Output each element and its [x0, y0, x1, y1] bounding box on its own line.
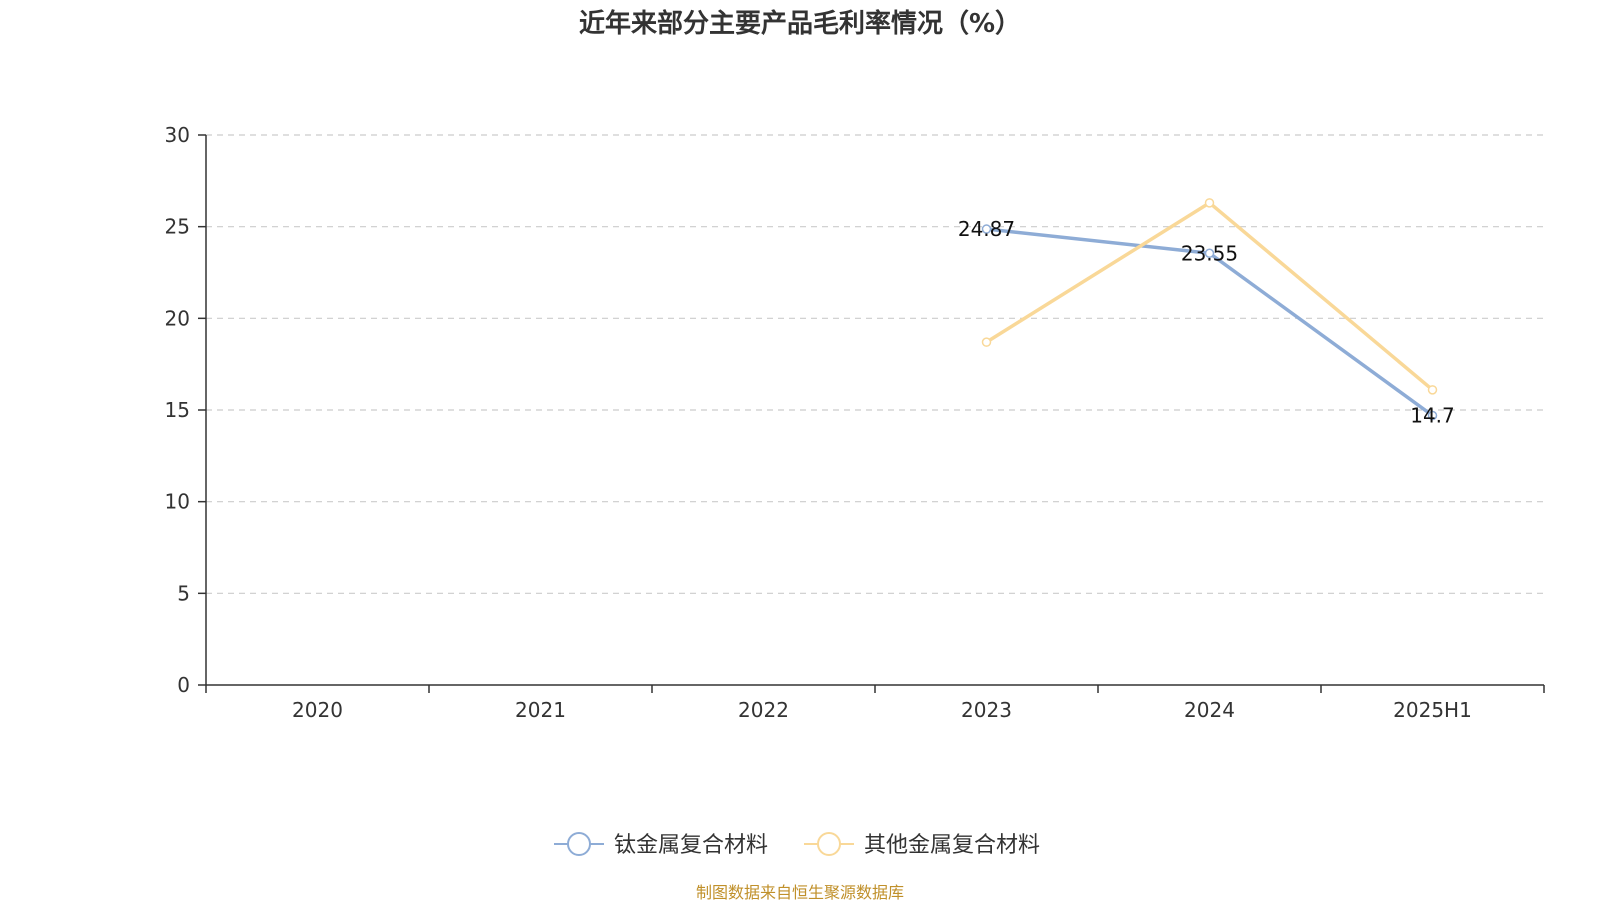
x-tick-label-5: 2025H1	[1393, 698, 1472, 722]
y-tick-label-4: 20	[165, 306, 190, 330]
legend-marker-1	[817, 832, 841, 856]
data-point-s1-4[interactable]	[1204, 198, 1215, 208]
y-tick-label-5: 25	[165, 215, 190, 239]
x-tick-label-0: 2020	[292, 698, 343, 722]
y-tick-label-0: 0	[177, 673, 190, 697]
data-label-s0-4: 23.55	[1181, 241, 1238, 265]
data-point-s0-4[interactable]	[1204, 248, 1215, 258]
legend[interactable]: 钛金属复合材料 其他金属复合材料	[554, 832, 1040, 858]
data-point-s0-3[interactable]	[981, 224, 992, 234]
data-point-s1-3[interactable]	[981, 337, 992, 347]
x-tick-label-3: 2023	[961, 698, 1012, 722]
x-tick-label-4: 2024	[1184, 698, 1235, 722]
y-tick-label-6: 30	[165, 123, 190, 147]
chart-title: 近年来部分主要产品毛利率情况（%）	[579, 8, 1021, 39]
data-label-s0-3: 24.87	[958, 217, 1015, 241]
y-tick-label-2: 10	[165, 490, 190, 514]
y-tick-label-3: 15	[165, 398, 190, 422]
axes: 0 5 10 15 20 25 30 2020 2021 2022 2023 2024 2025H1	[165, 123, 1545, 722]
data-label-s0-5: 14.7	[1410, 404, 1455, 428]
x-tick-label-2: 2022	[738, 698, 789, 722]
legend-item-0[interactable]: 钛金属复合材料	[554, 832, 768, 858]
x-tick-label-1: 2021	[515, 698, 566, 722]
data-point-s1-5[interactable]	[1427, 385, 1438, 395]
legend-item-1[interactable]: 其他金属复合材料	[804, 832, 1040, 858]
y-tick-label-1: 5	[177, 581, 190, 605]
grid-lines	[206, 134, 1544, 594]
series-line-1	[985, 201, 1434, 392]
legend-marker-0	[567, 832, 591, 856]
legend-label-1: 其他金属复合材料	[864, 833, 1040, 858]
data-labels: 24.87 23.55 14.7	[958, 217, 1455, 427]
data-point-s0-5[interactable]	[1427, 410, 1438, 421]
series-lines	[981, 198, 1438, 421]
source-note: 制图数据来自恒生聚源数据库	[696, 883, 904, 900]
legend-label-0: 钛金属复合材料	[614, 833, 768, 858]
